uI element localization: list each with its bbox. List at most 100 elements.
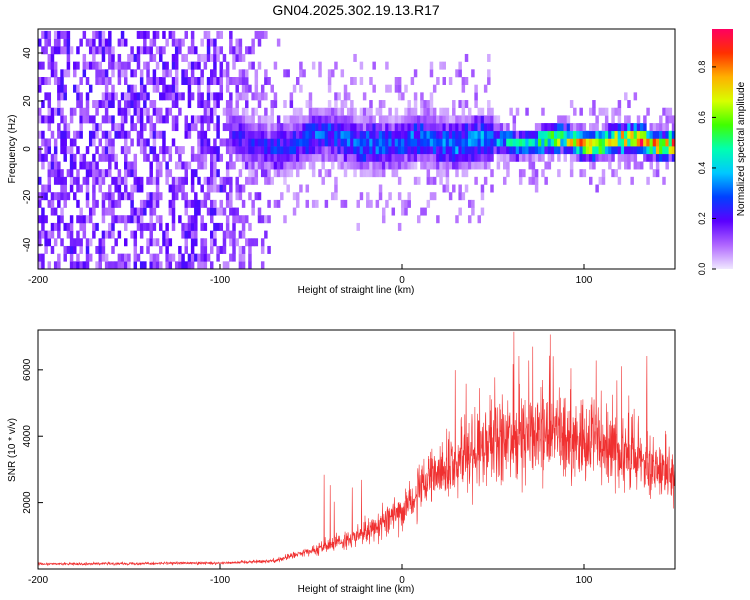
- spectrogram-cell: [213, 153, 217, 162]
- spectrogram-cell: [53, 107, 58, 116]
- spectrogram-cell: [254, 107, 259, 116]
- spectrogram-cell: [490, 115, 494, 124]
- spectrogram-cell: [209, 38, 214, 47]
- spectrogram-cell: [270, 146, 274, 155]
- spectrogram-cell: [531, 138, 536, 147]
- spectrogram-cell: [550, 153, 555, 162]
- spectrogram-cell: [200, 92, 204, 101]
- spectrogram-cell: [464, 184, 469, 193]
- spectrogram-cell: [276, 146, 281, 155]
- spectrogram-cell: [165, 92, 169, 101]
- spectrogram-cell: [136, 107, 141, 116]
- spectrogram-cell: [66, 46, 71, 55]
- spectrogram-cell: [512, 138, 517, 147]
- spectrogram-cell: [601, 123, 606, 132]
- spectrogram-cell: [85, 61, 90, 70]
- spectrogram-cell: [225, 161, 230, 170]
- spectrogram-cell: [426, 169, 431, 178]
- spectrogram-cell: [614, 146, 618, 155]
- spectrogram-cell: [477, 161, 482, 170]
- spectrogram-cell: [311, 107, 316, 116]
- spectrogram-cell: [340, 161, 345, 170]
- spectrogram-cell: [321, 161, 325, 170]
- spectrogram-cell: [397, 130, 402, 139]
- spectrogram-cell: [235, 77, 239, 85]
- spectrogram-cell: [146, 77, 150, 85]
- spectrogram-cell: [111, 215, 115, 224]
- spectrogram-cell: [130, 46, 134, 55]
- spectrogram-cell: [47, 261, 52, 270]
- spectrogram-cell: [630, 153, 634, 162]
- spectrogram-cell: [343, 115, 348, 124]
- spectrogram-cell: [388, 84, 392, 93]
- spectrogram-cell: [627, 100, 631, 109]
- spectrogram-cell: [133, 84, 138, 93]
- spectrogram-cell: [305, 184, 310, 193]
- spectrogram-cell: [60, 184, 64, 193]
- spectrogram-cell: [213, 222, 217, 231]
- spectrogram-cell: [547, 130, 552, 139]
- spectrogram-cell: [426, 123, 431, 132]
- spectrogram-cell: [503, 146, 507, 155]
- spectrogram-cell: [439, 169, 443, 178]
- spectrogram-cell: [149, 115, 153, 124]
- spectrogram-cell: [471, 153, 475, 162]
- spectrogram-cell: [407, 138, 411, 147]
- spectrogram-cell: [85, 92, 90, 101]
- spectrogram-cell: [410, 130, 415, 139]
- spectrogram-cell: [362, 115, 367, 124]
- spectrogram-cell: [608, 146, 612, 155]
- snr-y-tick-label: 6000: [22, 358, 33, 381]
- spectrogram-cell: [305, 146, 310, 155]
- spectrogram-cell: [101, 238, 106, 247]
- spectrogram-cell: [213, 161, 217, 170]
- spectrogram-cell: [260, 138, 265, 147]
- spectrogram-cell: [464, 123, 469, 132]
- spectrogram-cell: [267, 123, 271, 132]
- spectrogram-cell: [639, 146, 644, 155]
- spectrogram-cell: [190, 199, 195, 208]
- spectrogram-cell: [245, 84, 249, 93]
- spectrogram-cell: [394, 153, 399, 162]
- spectrogram-cell: [136, 222, 141, 231]
- spectrogram-cell: [493, 115, 497, 124]
- spectrogram-cell: [397, 77, 402, 85]
- spectrogram-cell: [388, 115, 392, 124]
- spectrogram-cell: [649, 130, 653, 139]
- spectrogram-cell: [127, 92, 131, 101]
- spectrogram-cell: [104, 253, 109, 262]
- spectrogram-cell: [95, 169, 99, 178]
- spectrogram-cell: [155, 130, 160, 139]
- spectrogram-cell: [146, 69, 150, 78]
- spectrogram-cell: [241, 115, 246, 124]
- spectrogram-cell: [203, 100, 208, 109]
- spectrogram-cell: [57, 107, 61, 116]
- spectrogram-cell: [57, 161, 61, 170]
- spectrogram-cell: [197, 61, 201, 70]
- spectrogram-cell: [627, 130, 631, 139]
- spectrogram-cell: [38, 38, 42, 47]
- spectrogram-cell: [251, 130, 255, 139]
- spectrogram-cell: [636, 123, 641, 132]
- spectrogram-cell: [124, 176, 128, 185]
- spectrogram-cell: [394, 84, 399, 93]
- spectrogram-cell: [88, 238, 93, 247]
- spectrogram-cell: [101, 146, 106, 155]
- spectrogram-cell: [270, 153, 274, 162]
- spectrogram-cell: [184, 261, 188, 270]
- spectrogram-cell: [381, 207, 386, 216]
- spectrogram-cell: [130, 215, 134, 224]
- spectrogram-cell: [544, 138, 548, 147]
- spectrogram-cell: [213, 100, 217, 109]
- spectrogram-cell: [165, 238, 169, 247]
- spectrogram-cell: [60, 207, 64, 216]
- spectrogram-cell: [245, 100, 249, 109]
- spectrogram-cell: [66, 230, 71, 239]
- spectrogram-cell: [194, 192, 198, 201]
- spectrogram-cell: [474, 92, 478, 101]
- spectrogram-cell: [334, 123, 338, 132]
- spectrogram-cell: [108, 30, 112, 39]
- spectrogram-cell: [203, 199, 208, 208]
- spectrogram-cell: [248, 146, 252, 155]
- spectrogram-cell: [232, 207, 236, 216]
